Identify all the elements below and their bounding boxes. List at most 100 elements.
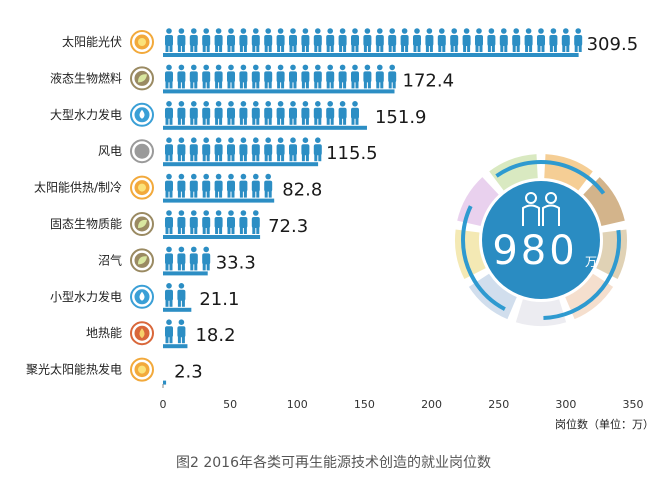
person-pictogram: [214, 64, 223, 89]
category-label: 沼气: [98, 252, 122, 267]
value-label: 33.3: [216, 252, 256, 273]
category-row: 风电 115.5: [98, 137, 378, 167]
bar: [163, 380, 167, 385]
category-row: 大型水力发电 151.9: [50, 101, 427, 130]
sun-icon: [130, 175, 154, 200]
category-row: 地热能 18.2: [86, 319, 236, 349]
category-label: 大型水力发电: [50, 107, 122, 122]
person-pictogram: [462, 28, 471, 52]
person-pictogram: [313, 137, 322, 162]
person-pictogram: [289, 101, 297, 125]
person-pictogram: [202, 246, 211, 271]
person-pictogram: [202, 101, 211, 125]
category-label: 地热能: [86, 326, 122, 340]
person-pictogram: [450, 28, 459, 52]
bar: [163, 162, 319, 167]
ring-arc: [461, 160, 621, 320]
person-pictogram: [177, 319, 186, 344]
person-pictogram: [301, 64, 310, 89]
person-pictogram: [301, 101, 310, 125]
value-label: 72.3: [268, 216, 308, 237]
person-pictogram: [524, 28, 533, 52]
person-pictogram: [189, 173, 198, 198]
wind-icon: [130, 139, 154, 164]
person-pictogram: [289, 137, 297, 162]
category-row: 太阳能光伏 309.5: [62, 28, 638, 57]
person-pictogram: [189, 246, 198, 271]
person-pictogram: [338, 28, 347, 52]
sun-icon: [130, 357, 154, 382]
person-pictogram: [561, 28, 570, 52]
category-label: 液态生物燃料: [50, 70, 122, 85]
person-pictogram: [165, 173, 173, 198]
leaf-icon: [130, 248, 154, 273]
person-pictogram: [165, 28, 173, 52]
person-pictogram: [165, 246, 173, 271]
bar: [163, 198, 275, 203]
person-pictogram: [227, 210, 235, 234]
person-pictogram: [214, 28, 223, 52]
person-pictogram: [177, 246, 186, 271]
person-pictogram: [338, 101, 347, 125]
person-pictogram: [251, 137, 260, 162]
figure-caption: 图2 2016年各类可再生能源技术创造的就业岗位数: [176, 455, 491, 471]
person-pictogram: [251, 28, 260, 52]
category-label: 聚光太阳能热发电: [26, 362, 122, 377]
person-pictogram: [165, 210, 173, 234]
tick-label: 300: [555, 398, 576, 411]
person-pictogram: [227, 137, 235, 162]
tick-label: 200: [421, 398, 442, 411]
person-pictogram: [214, 173, 223, 198]
person-pictogram: [264, 28, 273, 52]
x-axis-label: 岗位数（单位：万）: [555, 417, 654, 431]
ring-segment: [515, 299, 567, 326]
person-pictogram: [351, 101, 359, 125]
tick-label: 150: [354, 398, 375, 411]
person-pictogram: [177, 283, 186, 307]
person-pictogram: [264, 137, 273, 162]
person-pictogram: [276, 64, 285, 89]
person-pictogram: [227, 28, 235, 52]
person-pictogram: [251, 210, 260, 234]
value-label: 21.1: [199, 289, 239, 310]
x-axis: 0 50 100 150 200 250 300 350 岗位数（单位：万）: [160, 384, 654, 431]
category-label: 小型水力发电: [50, 289, 122, 304]
person-pictogram: [239, 101, 248, 125]
ring-segment: [583, 177, 625, 227]
person-pictogram: [276, 28, 285, 52]
bar: [163, 271, 208, 276]
category-row: 聚光太阳能热发电 2.3: [26, 357, 203, 385]
person-pictogram: [214, 101, 223, 125]
person-pictogram: [202, 137, 211, 162]
person-pictogram: [177, 210, 186, 234]
person-pictogram: [214, 210, 223, 234]
category-label: 太阳能光伏: [62, 34, 122, 49]
tick-label: 100: [287, 398, 308, 411]
person-pictogram: [189, 137, 198, 162]
category-label: 太阳能供热/制冷: [34, 180, 122, 195]
person-pictogram: [351, 64, 359, 89]
person-pictogram: [177, 101, 186, 125]
person-pictogram: [549, 28, 558, 52]
person-pictogram: [313, 64, 322, 89]
value-label: 309.5: [587, 34, 639, 55]
value-label: 18.2: [195, 325, 235, 346]
person-pictogram: [487, 28, 496, 52]
person-pictogram: [351, 28, 359, 52]
person-pictogram: [400, 28, 409, 52]
person-pictogram: [189, 64, 198, 89]
person-pictogram: [437, 28, 446, 52]
category-label: 风电: [98, 144, 122, 158]
value-label: 151.9: [375, 107, 427, 128]
flame-icon: [130, 321, 154, 346]
person-pictogram: [301, 28, 310, 52]
leaf-icon: [130, 212, 154, 236]
person-pictogram: [189, 101, 198, 125]
person-pictogram: [363, 28, 372, 52]
person-pictogram: [313, 28, 322, 52]
category-row: 太阳能供热/制冷 82.8: [34, 173, 322, 203]
person-pictogram: [512, 28, 521, 52]
sun-icon: [130, 30, 154, 54]
person-pictogram: [326, 64, 335, 89]
person-pictogram: [499, 28, 508, 52]
